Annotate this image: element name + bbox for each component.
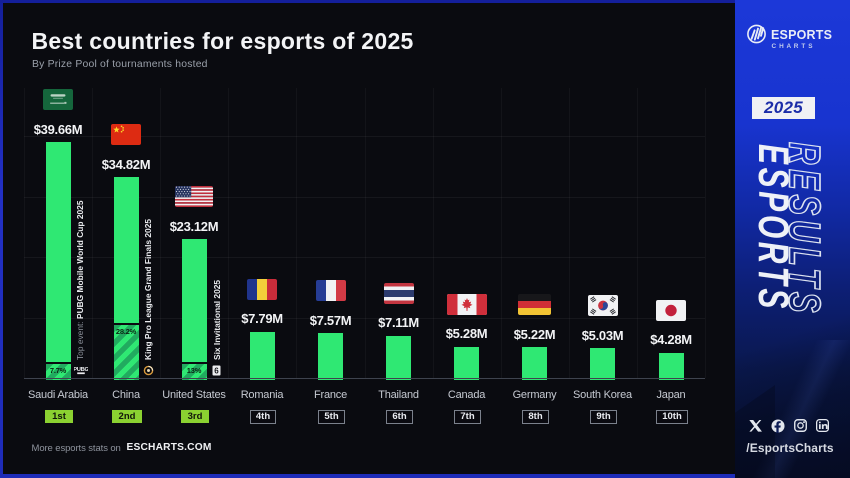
svg-text:PUBG: PUBG	[74, 367, 88, 373]
svg-text:6: 6	[214, 366, 219, 375]
